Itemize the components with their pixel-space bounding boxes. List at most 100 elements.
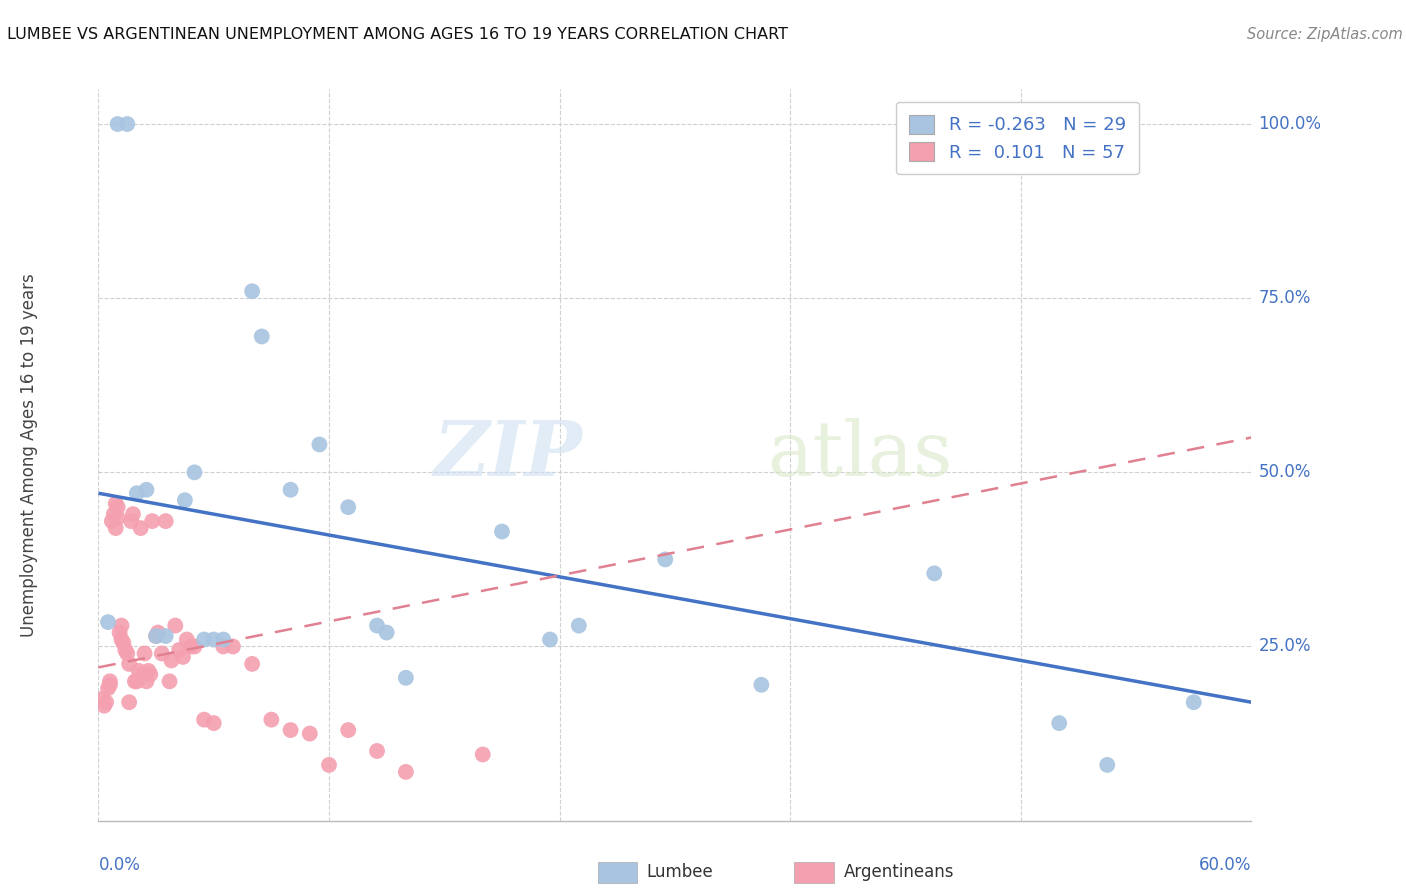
Point [174,493,197,508]
Point [135,674,157,689]
Point [110,618,132,632]
Point [107,117,129,131]
Point [160,653,183,667]
Point [135,483,157,497]
Text: Lumbee: Lumbee [647,863,713,881]
Point [395,671,418,685]
Text: 0.0%: 0.0% [98,856,141,874]
Point [110,632,132,647]
Point [654,552,676,566]
Point [165,618,187,632]
Text: atlas: atlas [768,418,952,491]
Point [117,647,138,661]
Point [1047,716,1070,731]
Point [318,758,340,772]
Point [193,632,215,647]
Point [280,483,302,497]
Point [183,466,205,480]
Point [128,664,150,678]
Point [94,695,117,709]
Point [98,678,121,692]
Point [139,667,162,681]
Text: Unemployment Among Ages 16 to 19 years: Unemployment Among Ages 16 to 19 years [20,273,38,637]
Text: 25.0%: 25.0% [1258,638,1310,656]
Point [125,486,148,500]
Point [107,500,129,515]
Point [155,629,177,643]
Point [146,625,169,640]
Point [471,747,494,762]
Point [155,514,177,528]
Point [114,643,136,657]
Point [124,674,146,689]
Text: ZIP: ZIP [434,418,582,491]
Point [125,674,148,689]
Point [129,521,152,535]
Text: 100.0%: 100.0% [1258,115,1322,133]
Text: Argentineans: Argentineans [844,863,955,881]
Point [104,497,127,511]
Point [491,524,513,539]
Point [107,510,129,524]
Point [366,618,388,632]
Legend: R = -0.263   N = 29, R =  0.101   N = 57: R = -0.263 N = 29, R = 0.101 N = 57 [897,102,1139,174]
Point [250,329,273,343]
Point [117,117,138,131]
Point [150,647,173,661]
Point [172,649,194,664]
Point [180,640,202,654]
Point [145,629,167,643]
Point [93,698,115,713]
Point [118,657,141,671]
Point [1182,695,1205,709]
Text: 75.0%: 75.0% [1258,289,1310,307]
Point [298,726,321,740]
Point [122,507,145,521]
Point [134,647,156,661]
Point [120,514,142,528]
Point [183,640,205,654]
Point [212,632,235,647]
Point [337,723,360,737]
Point [112,636,135,650]
Point [202,716,225,731]
Point [108,625,131,640]
Point [91,691,114,706]
Point [366,744,388,758]
Point [141,514,163,528]
Point [131,667,153,681]
Point [176,632,198,647]
Point [103,507,125,521]
Point [193,713,215,727]
Text: Source: ZipAtlas.com: Source: ZipAtlas.com [1247,27,1403,42]
Point [222,640,245,654]
Text: 60.0%: 60.0% [1199,856,1251,874]
Text: 50.0%: 50.0% [1258,463,1310,482]
Point [98,674,121,689]
Point [280,723,302,737]
Point [568,618,591,632]
Point [212,640,235,654]
Text: LUMBEE VS ARGENTINEAN UNEMPLOYMENT AMONG AGES 16 TO 19 YEARS CORRELATION CHART: LUMBEE VS ARGENTINEAN UNEMPLOYMENT AMONG… [7,27,787,42]
Point [138,664,160,678]
Point [202,632,225,647]
Point [395,764,418,779]
Point [104,521,127,535]
Point [101,514,124,528]
Point [538,632,561,647]
Point [922,566,945,581]
Point [240,657,263,671]
Point [337,500,360,515]
Point [97,681,120,696]
Point [159,674,181,689]
Point [308,437,330,451]
Point [97,615,120,629]
Point [375,625,398,640]
Point [260,713,283,727]
Point [240,284,263,298]
Point [167,643,190,657]
Point [751,678,773,692]
Point [1097,758,1119,772]
Point [145,629,167,643]
Point [118,695,141,709]
